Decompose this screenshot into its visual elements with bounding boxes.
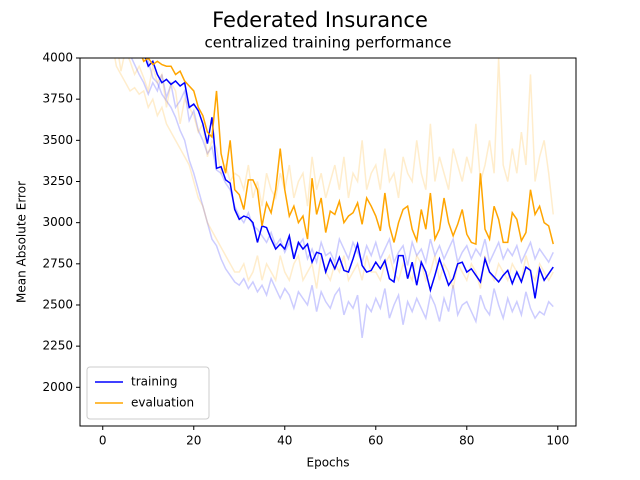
x-axis-label: Epochs (307, 456, 350, 470)
x-tick-label: 20 (186, 434, 201, 448)
x-tick-label: 40 (277, 434, 292, 448)
series-line (118, 58, 554, 215)
plot-lines (114, 58, 554, 339)
x-tick-label: 0 (99, 434, 107, 448)
chart-subtitle: centralized training performance (205, 34, 452, 52)
y-tick-label: 2500 (42, 297, 73, 311)
x-tick-label: 60 (368, 434, 383, 448)
y-tick-label: 2750 (42, 256, 73, 270)
series-line (130, 58, 554, 266)
chart-title: Federated Insurance (212, 8, 428, 32)
series-line (141, 58, 554, 246)
y-tick-label: 3500 (42, 133, 73, 147)
y-tick-label: 3250 (42, 174, 73, 188)
legend-box (86, 366, 210, 420)
y-tick-label: 3000 (42, 215, 73, 229)
plot-frame (79, 57, 577, 427)
series-line (146, 58, 554, 339)
y-tick-label: 3750 (42, 92, 73, 106)
x-tick-label: 80 (459, 434, 474, 448)
y-tick-label: 2000 (42, 380, 73, 394)
y-tick-label: 4000 (42, 51, 73, 65)
series-line (114, 58, 554, 289)
legend-label: evaluation (131, 396, 194, 410)
y-axis-label: Mean Absolute Error (15, 181, 29, 303)
x-tick-label: 100 (546, 434, 569, 448)
y-tick-label: 2250 (42, 339, 73, 353)
legend-label: training (131, 375, 178, 389)
series-line (144, 58, 554, 299)
